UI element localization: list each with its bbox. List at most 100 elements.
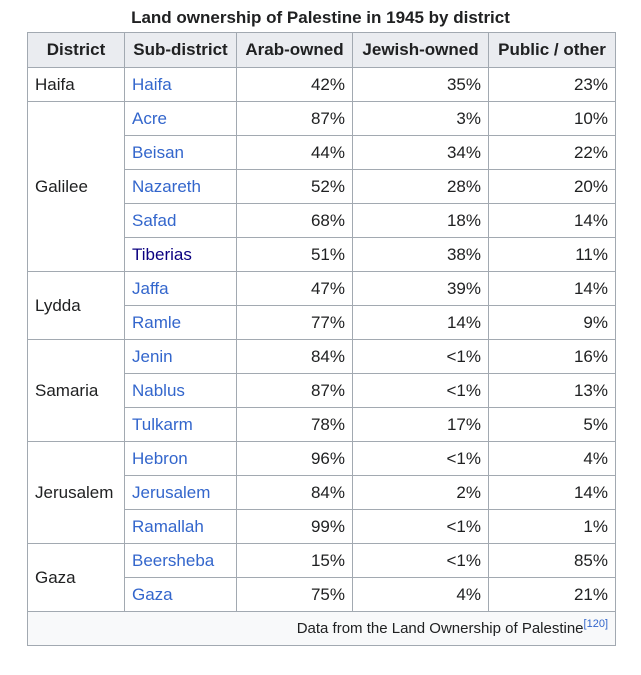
header-jewish-owned[interactable]: Jewish-owned xyxy=(352,32,489,68)
public-value-cell: 1% xyxy=(488,509,616,544)
jewish-value-cell: 17% xyxy=(352,407,489,442)
jewish-value-cell: 3% xyxy=(352,101,489,136)
arab-value-cell: 51% xyxy=(236,237,353,272)
public-value-cell: 85% xyxy=(488,543,616,578)
public-value-cell: 11% xyxy=(488,237,616,272)
public-value-cell: 20% xyxy=(488,169,616,204)
table-row: Safad 68% 18% 14% xyxy=(28,203,616,238)
jewish-value-cell: 39% xyxy=(352,271,489,306)
subdistrict-link[interactable]: Nazareth xyxy=(132,176,201,196)
public-value-cell: 21% xyxy=(488,577,616,612)
subdistrict-link[interactable]: Ramallah xyxy=(132,516,204,536)
arab-value-cell: 42% xyxy=(236,67,353,102)
public-value-cell: 16% xyxy=(488,339,616,374)
district-cell: Gaza xyxy=(27,543,125,612)
header-row: District Sub-district Arab-owned Jewish-… xyxy=(27,32,616,68)
public-value-cell: 22% xyxy=(488,135,616,170)
jewish-value-cell: <1% xyxy=(352,543,489,578)
jewish-value-cell: 2% xyxy=(352,475,489,510)
subdistrict-link[interactable]: Haifa xyxy=(132,74,172,94)
subdistrict-link[interactable]: Beisan xyxy=(132,142,184,162)
subdistrict-link[interactable]: Ramle xyxy=(132,312,182,332)
arab-value-cell: 84% xyxy=(236,475,353,510)
arab-value-cell: 78% xyxy=(236,407,353,442)
jewish-value-cell: <1% xyxy=(352,441,489,476)
source-note-text: Data from the Land Ownership of Palestin… xyxy=(296,620,584,637)
header-district[interactable]: District xyxy=(27,32,125,68)
reference-link[interactable]: [120] xyxy=(583,618,608,630)
jewish-value-cell: 38% xyxy=(352,237,489,272)
public-value-cell: 4% xyxy=(488,441,616,476)
source-note: Data from the Land Ownership of Palestin… xyxy=(27,611,616,646)
subdistrict-cell: Beisan xyxy=(124,135,237,170)
land-ownership-table: District Sub-district Arab-owned Jewish-… xyxy=(27,32,616,646)
subdistrict-link[interactable]: Tiberias xyxy=(132,244,192,264)
subdistrict-link[interactable]: Jenin xyxy=(132,346,173,366)
table-row: Tiberias 51% 38% 11% xyxy=(28,237,616,272)
district-cell: Haifa xyxy=(27,67,125,102)
subdistrict-link[interactable]: Gaza xyxy=(132,584,173,604)
jewish-value-cell: <1% xyxy=(352,339,489,374)
arab-value-cell: 75% xyxy=(236,577,353,612)
public-value-cell: 14% xyxy=(488,475,616,510)
header-arab-owned[interactable]: Arab-owned xyxy=(236,32,353,68)
subdistrict-cell: Tulkarm xyxy=(124,407,237,442)
arab-value-cell: 52% xyxy=(236,169,353,204)
arab-value-cell: 87% xyxy=(236,101,353,136)
subdistrict-cell: Ramallah xyxy=(124,509,237,544)
jewish-value-cell: 4% xyxy=(352,577,489,612)
subdistrict-cell: Nazareth xyxy=(124,169,237,204)
subdistrict-link[interactable]: Safad xyxy=(132,210,177,230)
public-value-cell: 14% xyxy=(488,203,616,238)
table-row: Jerusalem 84% 2% 14% xyxy=(28,475,616,510)
table-row: Samaria Jenin 84% <1% 16% xyxy=(27,339,616,442)
header-subdistrict[interactable]: Sub-district xyxy=(124,32,237,68)
table-body: Haifa Haifa 42% 35% 23% Galilee Acre 87% 3% 10% Be… xyxy=(27,67,616,612)
public-value-cell: 23% xyxy=(488,67,616,102)
jewish-value-cell: 34% xyxy=(352,135,489,170)
subdistrict-link[interactable]: Jerusalem xyxy=(132,482,211,502)
jewish-value-cell: 28% xyxy=(352,169,489,204)
table-row: Beisan 44% 34% 22% xyxy=(28,135,616,170)
arab-value-cell: 87% xyxy=(236,373,353,408)
arab-value-cell: 99% xyxy=(236,509,353,544)
table-row: Tulkarm 78% 17% 5% xyxy=(28,407,616,442)
arab-value-cell: 47% xyxy=(236,271,353,306)
public-value-cell: 9% xyxy=(488,305,616,340)
subdistrict-link[interactable]: Hebron xyxy=(132,448,188,468)
arab-value-cell: 84% xyxy=(236,339,353,374)
subdistrict-cell: Gaza xyxy=(124,577,237,612)
district-cell: Jerusalem xyxy=(27,441,125,544)
subdistrict-cell: Tiberias xyxy=(124,237,237,272)
public-value-cell: 5% xyxy=(488,407,616,442)
footer-row: Data from the Land Ownership of Palestin… xyxy=(27,611,616,646)
arab-value-cell: 44% xyxy=(236,135,353,170)
district-cell: Samaria xyxy=(27,339,125,442)
jewish-value-cell: 35% xyxy=(352,67,489,102)
jewish-value-cell: <1% xyxy=(352,509,489,544)
subdistrict-cell: Jaffa xyxy=(124,271,237,306)
public-value-cell: 10% xyxy=(488,101,616,136)
subdistrict-link[interactable]: Jaffa xyxy=(132,278,169,298)
reference-superscript: [120] xyxy=(584,618,608,630)
table-row: Gaza 75% 4% 21% xyxy=(28,577,616,612)
table-row: Haifa Haifa 42% 35% 23% xyxy=(27,67,616,102)
district-cell: Galilee xyxy=(27,101,125,272)
header-public-other[interactable]: Public / other xyxy=(488,32,616,68)
table-row: Gaza Beersheba 15% <1% 85% xyxy=(27,543,616,612)
subdistrict-link[interactable]: Acre xyxy=(132,108,167,128)
subdistrict-link[interactable]: Tulkarm xyxy=(132,414,193,434)
jewish-value-cell: 14% xyxy=(352,305,489,340)
subdistrict-cell: Beersheba xyxy=(124,543,237,578)
subdistrict-link[interactable]: Nablus xyxy=(132,380,185,400)
jewish-value-cell: 18% xyxy=(352,203,489,238)
subdistrict-cell: Safad xyxy=(124,203,237,238)
arab-value-cell: 15% xyxy=(236,543,353,578)
table-row: Ramallah 99% <1% 1% xyxy=(28,509,616,544)
table-row: Lydda Jaffa 47% 39% 14% xyxy=(27,271,616,340)
district-cell: Lydda xyxy=(27,271,125,340)
subdistrict-link[interactable]: Beersheba xyxy=(132,550,215,570)
subdistrict-cell: Nablus xyxy=(124,373,237,408)
table-row: Nablus 87% <1% 13% xyxy=(28,373,616,408)
